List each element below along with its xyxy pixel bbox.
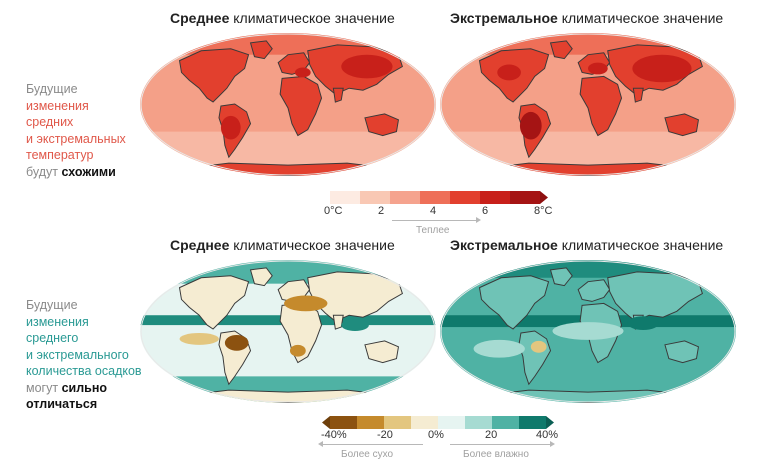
temperature-tick: 8°C	[534, 205, 553, 217]
drier-label: Более сухо	[341, 449, 394, 460]
warmer-label: Теплее	[416, 225, 450, 236]
wetter-label: Более влажно	[463, 449, 529, 460]
precipitation-scale-swatch-2	[384, 416, 411, 429]
temperature-scale-swatch-4	[450, 191, 480, 204]
mean-temperature-map	[140, 33, 436, 176]
precipitation-scale-left-arrowhead	[322, 416, 330, 429]
temperature-tick: 0°C	[324, 205, 343, 217]
bottom-left-map-title: Среднее климатическое значение	[170, 237, 395, 253]
top-left-map-title: Среднее климатическое значение	[170, 10, 395, 26]
precipitation-scale-swatch-4	[438, 416, 465, 429]
temperature-scale-swatch-2	[390, 191, 420, 204]
temperature-scale-swatch-0	[330, 191, 360, 204]
precipitation-scale-swatch-5	[465, 416, 492, 429]
precipitation-scale-swatch-3	[411, 416, 438, 429]
temperature-tick: 6	[482, 205, 489, 217]
drier-arrow-line	[323, 444, 423, 445]
precipitation-tick: 0%	[428, 429, 444, 441]
precipitation-tick: -40%	[321, 429, 347, 441]
temperature-scale-arrowhead	[540, 191, 548, 204]
precipitation-tick: 20	[485, 429, 498, 441]
bottom-right-map-title: Экстремальное климатическое значение	[450, 237, 724, 253]
wetter-arrow-line	[450, 444, 550, 445]
temperature-scale-swatch-6	[510, 191, 540, 204]
precipitation-tick: 40%	[536, 429, 559, 441]
drier-arrow-head	[318, 441, 323, 447]
temperature-scale-swatch-5	[480, 191, 510, 204]
precipitation-description: Будущие изменения среднего и экстремальн…	[26, 298, 142, 411]
temperature-tick: 2	[378, 205, 385, 217]
precipitation-scale-swatch-0	[330, 416, 357, 429]
warmer-arrow-line	[392, 220, 476, 221]
precipitation-color-scale	[330, 416, 546, 429]
temperature-scale-swatch-3	[420, 191, 450, 204]
warmer-arrow-head	[476, 217, 481, 223]
mean-precipitation-map	[140, 260, 436, 403]
temperature-color-scale	[330, 191, 540, 204]
top-right-map-title: Экстремальное климатическое значение	[450, 10, 724, 26]
precipitation-tick: -20	[377, 429, 393, 441]
precipitation-scale-swatch-1	[357, 416, 384, 429]
precipitation-scale-swatch-6	[492, 416, 519, 429]
extreme-precipitation-map	[440, 260, 736, 403]
wetter-arrow-head	[550, 441, 555, 447]
precipitation-scale-swatch-7	[519, 416, 546, 429]
extreme-temperature-map	[440, 33, 736, 176]
temperature-scale-swatch-1	[360, 191, 390, 204]
temperature-tick: 4	[430, 205, 437, 217]
temperature-description: Будущие изменения средних и экстремальны…	[26, 82, 126, 179]
precipitation-scale-right-arrowhead	[546, 416, 554, 429]
